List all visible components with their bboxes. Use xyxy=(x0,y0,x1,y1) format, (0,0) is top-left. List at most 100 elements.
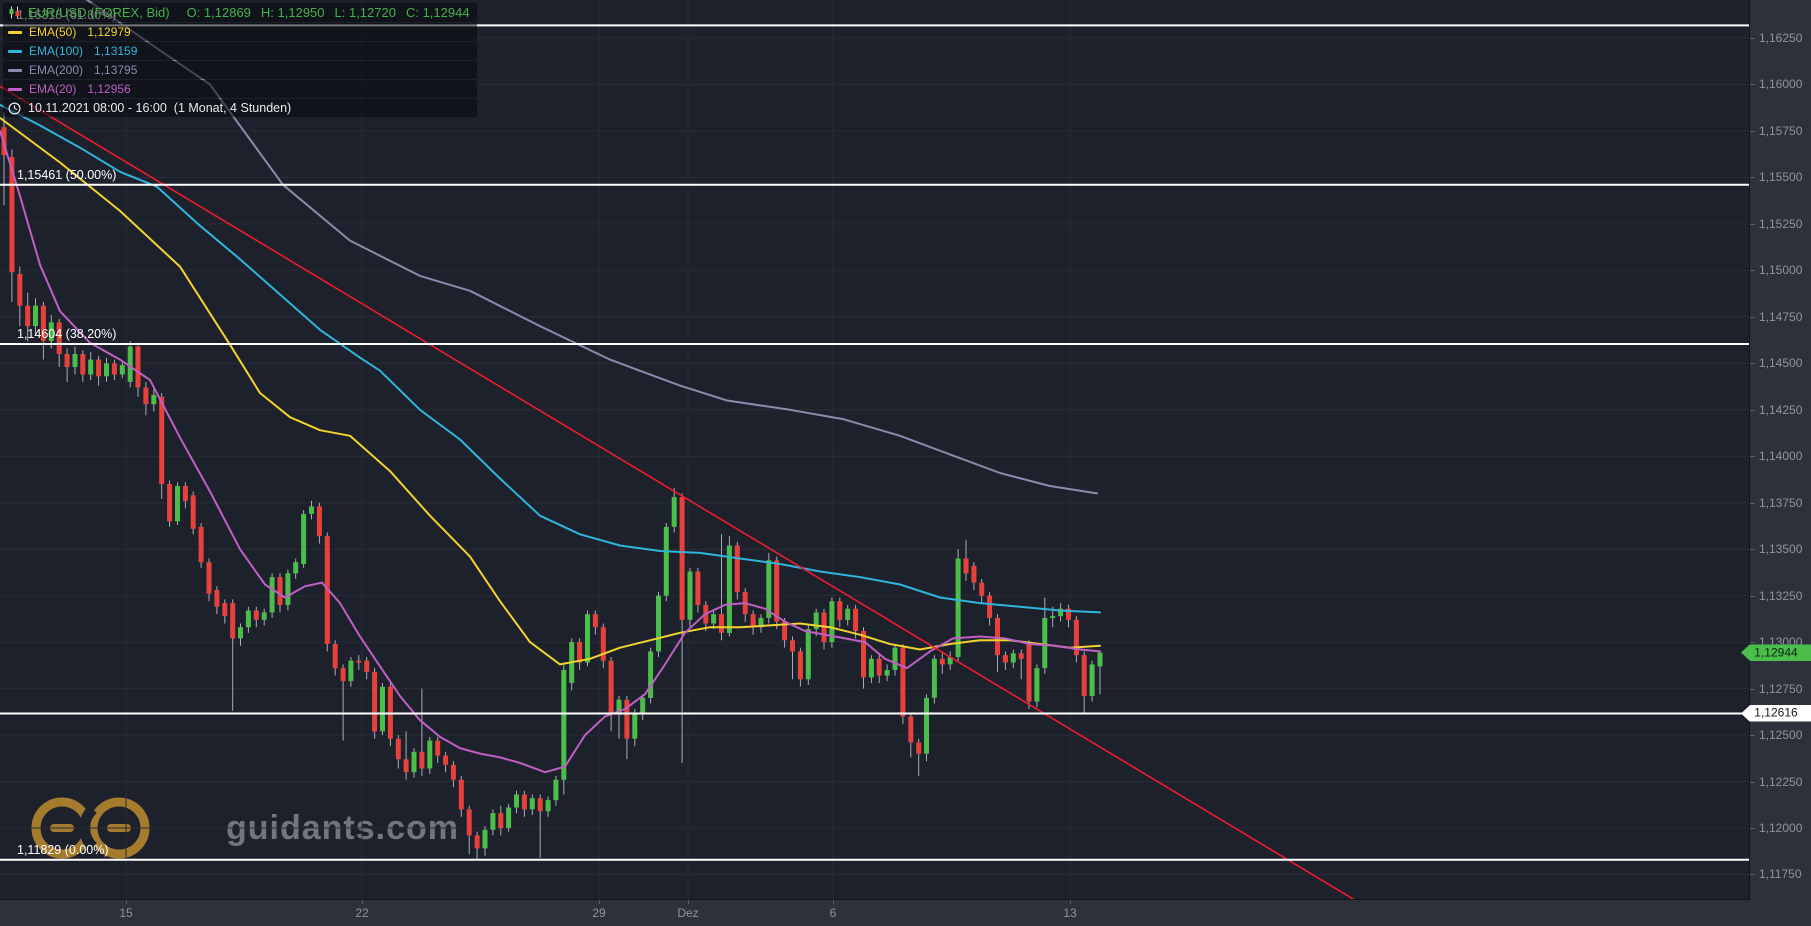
price-tick-label: 1,14250 xyxy=(1759,402,1803,417)
legend-item-ema200[interactable]: EMA(200) 1,13795 xyxy=(3,61,477,79)
ohlc-values: O: 1,12869 H: 1,12950 L: 1,12720 C: 1,12944 xyxy=(177,5,470,20)
time-tick-dash xyxy=(599,900,600,904)
candle-body xyxy=(182,486,188,501)
candle-body xyxy=(608,660,614,713)
price-tick-dash xyxy=(1750,409,1755,411)
candle-body xyxy=(293,562,299,574)
trendline[interactable] xyxy=(0,85,1405,926)
candle-body xyxy=(340,668,346,682)
candle-body xyxy=(238,627,243,639)
candle-body xyxy=(845,608,851,620)
candle-body xyxy=(955,558,961,657)
candle-body xyxy=(348,660,354,682)
candle-body xyxy=(372,671,378,732)
ema200-color-swatch xyxy=(8,68,22,72)
ema20-color-swatch xyxy=(8,87,22,91)
axis-corner xyxy=(1750,900,1811,926)
candle-body xyxy=(427,740,433,769)
candle-body xyxy=(301,513,307,565)
candle-body xyxy=(466,809,472,836)
candle-body xyxy=(616,699,622,713)
time-tick-dash xyxy=(833,900,834,904)
candle-body xyxy=(159,396,165,485)
candle-body xyxy=(80,354,86,375)
legend-item-ema20[interactable]: EMA(20) 1,12956 xyxy=(3,80,477,98)
instrument-title[interactable]: EUR/USD (FOREX, Bid) O: 1,12869 H: 1,1295… xyxy=(3,3,477,22)
candle-body xyxy=(553,779,559,801)
candle-body xyxy=(900,647,906,717)
price-line-badge[interactable]: 1,12616 xyxy=(1741,704,1811,722)
time-tick-label: Dez xyxy=(677,906,699,920)
ema100-color-swatch xyxy=(8,49,22,53)
candle-body xyxy=(167,484,173,522)
time-tick-label: 22 xyxy=(355,906,369,920)
price-tick-dash xyxy=(1750,735,1755,737)
candle-body xyxy=(624,699,630,739)
candle-body xyxy=(774,560,780,622)
time-tick-label: 29 xyxy=(592,906,606,920)
candle-body xyxy=(72,354,78,367)
candle-body xyxy=(592,614,598,628)
candle-body xyxy=(805,629,811,680)
legend-item-ema50[interactable]: EMA(50) 1,12979 xyxy=(3,23,477,41)
ema50-line[interactable] xyxy=(0,116,1101,666)
price-tick-label: 1,12750 xyxy=(1759,681,1803,696)
candle-body xyxy=(971,565,977,583)
ema200-line[interactable] xyxy=(75,0,1098,495)
time-tick-label: 6 xyxy=(829,906,837,920)
time-tick-label: 15 xyxy=(119,906,133,920)
price-tick-label: 1,14000 xyxy=(1759,449,1803,464)
candle-body xyxy=(648,651,654,698)
candle-body xyxy=(884,670,890,676)
candle-body xyxy=(790,640,795,652)
price-tick-label: 1,13500 xyxy=(1759,542,1803,557)
price-tick-label: 1,12000 xyxy=(1759,820,1803,835)
time-tick-dash xyxy=(126,900,127,904)
price-tick-dash xyxy=(1750,456,1755,458)
candle-body xyxy=(750,614,756,628)
price-tick-label: 1,14750 xyxy=(1759,309,1803,324)
price-tick-dash xyxy=(1750,177,1755,179)
candle-body xyxy=(506,807,512,828)
price-tick-dash xyxy=(1750,874,1755,876)
ema20-line[interactable] xyxy=(0,129,1101,774)
ema100-line[interactable] xyxy=(0,103,1101,614)
legend-item-ema100[interactable]: EMA(100) 1,13159 xyxy=(3,42,477,60)
candle-body xyxy=(947,657,953,665)
candle-body xyxy=(679,497,685,620)
candle-body xyxy=(269,577,275,613)
candle-body xyxy=(782,621,788,641)
candle-body xyxy=(600,627,606,661)
candle-body xyxy=(411,751,417,773)
candlestick-series xyxy=(1,112,1103,860)
price-tick-label: 1,12500 xyxy=(1759,728,1803,743)
candle-body xyxy=(135,346,141,388)
time-axis[interactable]: 15 22 29 Dez 6 13 xyxy=(0,899,1750,926)
candle-body xyxy=(285,573,291,605)
candle-body xyxy=(813,612,819,630)
price-tick-label: 1,15000 xyxy=(1759,263,1803,278)
ema50-color-swatch xyxy=(8,30,22,34)
candle-body xyxy=(435,740,441,756)
candle-body xyxy=(876,658,882,676)
price-tick-label: 1,16000 xyxy=(1759,77,1803,92)
price-axis[interactable]: 1,16250 1,16000 1,15750 1,15500 1,15250 1,150… xyxy=(1741,0,1811,926)
timespan-detail: (1 Monat, 4 Stunden) xyxy=(173,101,292,115)
price-tick-label: 1,12250 xyxy=(1759,774,1803,789)
price-tick-dash xyxy=(1750,827,1755,829)
candle-body xyxy=(663,526,669,596)
price-tick-dash xyxy=(1750,38,1755,39)
candle-body xyxy=(143,387,149,405)
price-tick-dash xyxy=(1750,781,1755,783)
candle-body xyxy=(96,359,102,377)
price-tick-label: 1,15750 xyxy=(1759,123,1803,138)
candle-body xyxy=(419,751,425,769)
candle-body xyxy=(1066,608,1071,620)
candle-body xyxy=(711,614,717,624)
timespan-range: 10.11.2021 08:00 - 16:00 xyxy=(28,101,167,115)
candle-body xyxy=(403,759,409,773)
candle-body xyxy=(1018,653,1024,659)
candle-body xyxy=(395,738,401,760)
candle-body xyxy=(853,608,859,631)
